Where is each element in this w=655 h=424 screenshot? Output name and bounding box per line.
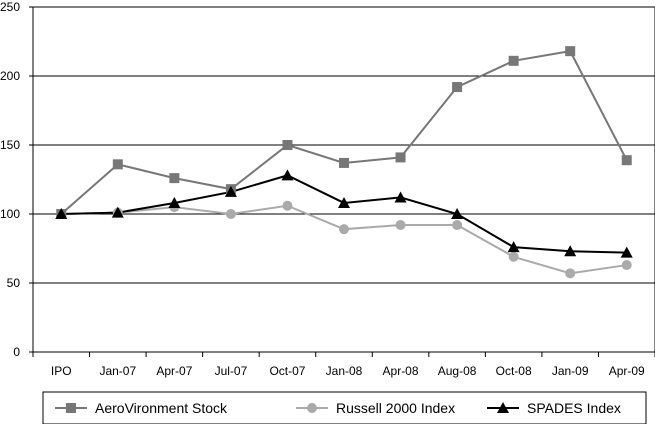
data-point (111, 206, 124, 218)
x-tick-label: Jul-07 (215, 364, 248, 378)
data-point (565, 268, 576, 279)
x-tick-label: IPO (51, 364, 72, 378)
x-tick-label: Jan-08 (326, 364, 363, 378)
data-point (452, 220, 463, 231)
plot-area (32, 6, 655, 353)
data-point (508, 55, 519, 66)
data-point (621, 260, 632, 271)
x-tick-label: Aug-08 (438, 364, 477, 378)
data-point (508, 251, 519, 262)
y-tick-label: 250 (0, 0, 20, 14)
data-point (451, 208, 464, 219)
data-point (339, 157, 349, 168)
x-tick-label: Jan-09 (552, 364, 589, 378)
gridlines (33, 6, 655, 284)
data-point (395, 220, 406, 231)
legend-marker (497, 402, 509, 413)
data-point (282, 140, 293, 150)
legend: AeroVironment Stock Russell 2000 Index SPA… (42, 391, 647, 424)
data-point (564, 245, 577, 257)
x-tick-label: Apr-09 (609, 364, 645, 378)
data-point (565, 46, 576, 57)
y-tick-label: 50 (7, 276, 21, 290)
data-point (168, 196, 181, 208)
x-tick-label: Apr-07 (156, 364, 192, 378)
legend-marker (66, 403, 76, 413)
legend-label: AeroVironment Stock (95, 400, 228, 416)
data-point (224, 185, 237, 197)
data-point (507, 241, 520, 253)
data-point (395, 152, 406, 163)
data-point (169, 173, 180, 184)
y-tick-label: 100 (0, 207, 20, 221)
x-tick-label: Apr-08 (383, 364, 419, 378)
data-point (452, 82, 463, 93)
data-point (281, 169, 294, 181)
y-tick-label: 150 (0, 138, 20, 152)
series-lines (55, 46, 633, 279)
x-tick-label: Oct-08 (496, 364, 532, 378)
data-point (282, 200, 293, 211)
data-point (394, 191, 407, 203)
legend-label: SPADES Index (527, 400, 621, 416)
y-tick-label: 0 (13, 345, 20, 359)
legend-box (42, 391, 647, 424)
data-point (112, 159, 123, 170)
data-point (338, 196, 350, 208)
axes: 0 50 100 150 200 250 IPO Jan-07 Apr-07 Jul-07 Oct-… (0, 0, 655, 378)
data-point (621, 155, 632, 166)
data-point (620, 246, 633, 258)
data-point (55, 208, 68, 219)
data-point (225, 209, 236, 219)
x-tick-label: Jan-07 (99, 364, 136, 378)
data-point (339, 224, 349, 235)
legend-marker (307, 403, 317, 413)
y-tick-label: 200 (0, 69, 20, 83)
legend-label: Russell 2000 Index (336, 400, 455, 416)
x-tick-label: Oct-07 (269, 364, 305, 378)
